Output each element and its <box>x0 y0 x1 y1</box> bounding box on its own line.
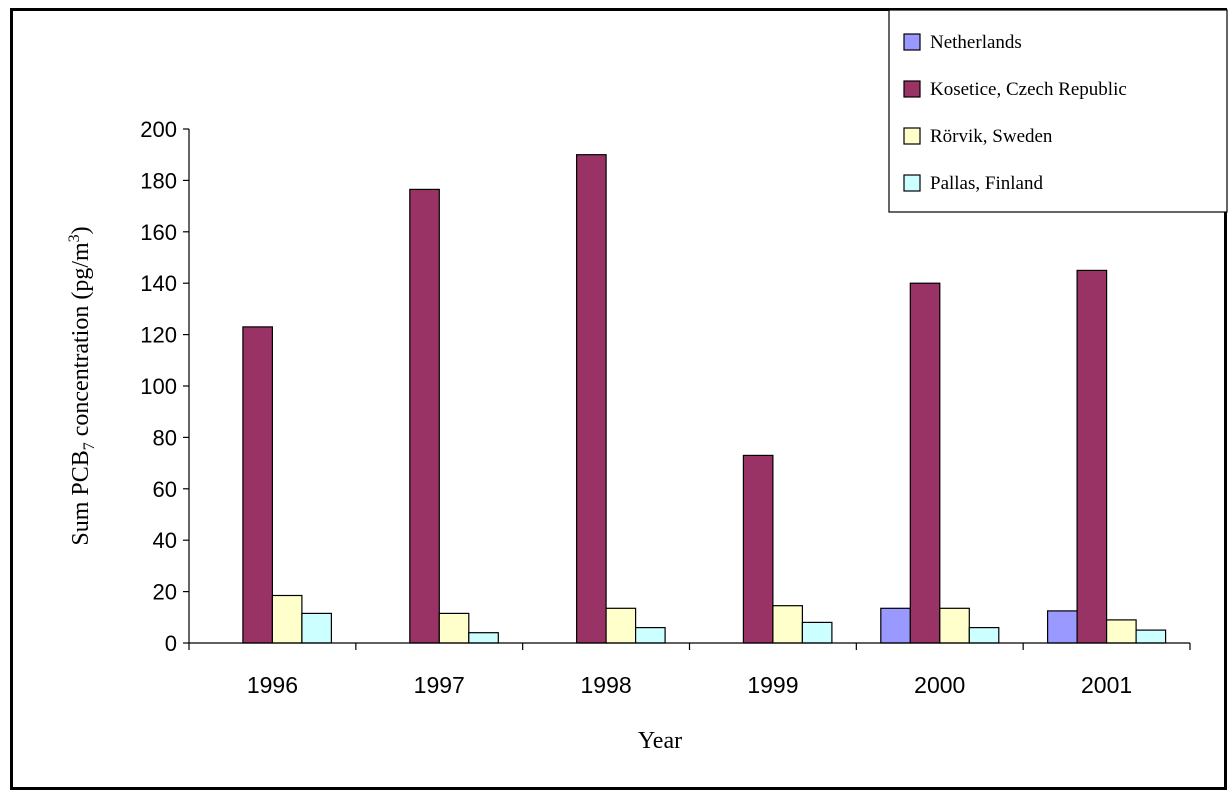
legend-box <box>888 9 1228 213</box>
bar-1999-kosetice-czech-republic <box>742 454 774 644</box>
legend-label: Rörvik, Sweden <box>930 126 1053 147</box>
bar-2000-pallas-finland <box>968 626 1000 644</box>
bar-1999-pallas-finland <box>801 621 833 644</box>
bar-1996-kosetice-czech-republic <box>242 326 273 644</box>
bar-1998-kosetice-czech-republic <box>575 154 607 644</box>
legend-swatch <box>903 127 921 145</box>
bar-2000-r-rvik-sweden <box>939 607 970 644</box>
y-tick-label: 20 <box>153 580 177 605</box>
bar-2001-netherlands <box>1046 610 1078 644</box>
legend-label: Kosetice, Czech Republic <box>930 79 1127 100</box>
bar-1997-kosetice-czech-republic <box>409 188 440 644</box>
y-tick-label: 40 <box>153 528 177 553</box>
y-tick-label: 60 <box>153 477 177 502</box>
x-tick-label: 1997 <box>414 672 465 698</box>
x-ticks-group: 1996 1997 1998 1999 2000 2001 <box>188 643 1191 698</box>
y-ticks-group: 0 20 40 60 80 100 120 140 160 180 200 <box>140 117 189 656</box>
x-tick-label: 2001 <box>1081 672 1132 698</box>
bar-1998-r-rvik-sweden <box>605 607 637 644</box>
bar-1998-pallas-finland <box>634 626 666 644</box>
y-tick-label: 80 <box>153 425 177 450</box>
y-tick-label: 160 <box>140 220 177 245</box>
y-axis-title-main: Sum PCB <box>68 450 94 545</box>
bar-1997-pallas-finland <box>468 632 499 644</box>
y-tick-label: 200 <box>140 117 177 142</box>
y-tick-label: 0 <box>165 631 177 656</box>
y-tick-label: 180 <box>140 168 177 193</box>
legend-label: Pallas, Finland <box>930 173 1043 194</box>
y-axis-title-sup: 3 <box>66 234 83 242</box>
bars-group <box>242 154 1167 644</box>
y-tick-label: 100 <box>140 374 177 399</box>
y-axis-title-mid: concentration (pg/m <box>68 242 94 442</box>
y-axis-title: Sum PCB7 concentration (pg/m3) <box>66 226 98 545</box>
bar-2001-r-rvik-sweden <box>1105 619 1137 644</box>
y-tick-label: 120 <box>140 323 177 348</box>
bar-1999-r-rvik-sweden <box>772 605 804 644</box>
y-tick-label: 140 <box>140 271 177 296</box>
legend-label: Netherlands <box>930 32 1022 53</box>
legend: Netherlands Kosetice, Czech Republic Rörvi… <box>888 9 1228 213</box>
bar-2001-pallas-finland <box>1135 629 1167 644</box>
bar-2000-kosetice-czech-republic <box>909 282 941 644</box>
y-axis-title-end: ) <box>68 226 94 234</box>
legend-swatch <box>903 33 921 51</box>
legend-swatch <box>903 174 921 192</box>
x-tick-label: 2000 <box>914 672 965 698</box>
bar-1997-r-rvik-sweden <box>438 612 470 644</box>
x-tick-label: 1999 <box>747 672 798 698</box>
y-axis-title-sub: 7 <box>81 442 98 450</box>
x-axis-title: Year <box>638 728 682 754</box>
bar-2000-netherlands <box>880 607 911 644</box>
bar-1996-r-rvik-sweden <box>271 594 303 644</box>
bar-1996-pallas-finland <box>301 612 332 644</box>
x-tick-label: 1998 <box>580 672 631 698</box>
x-tick-label: 1996 <box>247 672 298 698</box>
legend-swatch <box>903 80 921 98</box>
bar-2001-kosetice-czech-republic <box>1076 269 1108 644</box>
